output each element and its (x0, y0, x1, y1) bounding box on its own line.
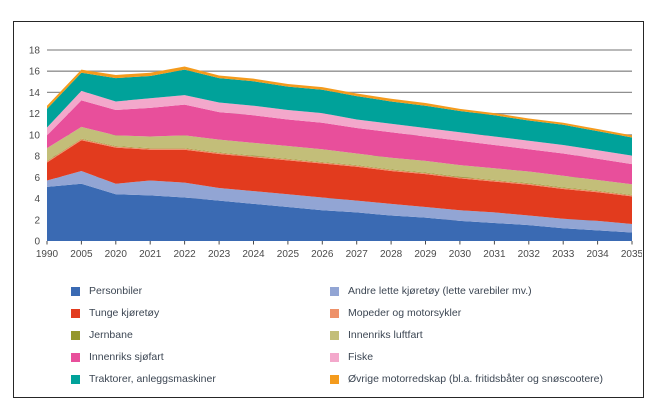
legend-label: Tunge kjøretøy (89, 306, 160, 319)
svg-text:2025: 2025 (277, 249, 300, 260)
stacked-area-chart: 0 2 4 6 8 10 12 14 16 18 1990 2005 2020 2021 2022 2023 2… (29, 46, 642, 261)
svg-text:2027: 2027 (346, 249, 369, 260)
svg-text:12: 12 (29, 109, 41, 120)
legend-swatch-icon (71, 286, 80, 296)
legend-swatch-icon (330, 308, 339, 318)
svg-text:6: 6 (34, 173, 40, 184)
legend-label: Jernbane (89, 328, 133, 341)
legend-swatch-icon (330, 352, 339, 362)
legend-column-left: Personbiler Tunge kjøretøy Jernbane Innenri… (71, 280, 330, 390)
svg-text:2021: 2021 (139, 249, 162, 260)
svg-text:2024: 2024 (242, 249, 265, 260)
svg-text:2020: 2020 (105, 249, 128, 260)
svg-text:10: 10 (29, 130, 41, 141)
svg-text:2023: 2023 (208, 249, 231, 260)
svg-text:2029: 2029 (414, 249, 437, 260)
legend-label: Traktorer, anleggsmaskiner (89, 372, 216, 385)
figure-frame: 0 2 4 6 8 10 12 14 16 18 1990 2005 2020 2021 2022 2023 2… (13, 21, 644, 398)
svg-text:2035: 2035 (621, 249, 642, 260)
legend-item: Innenriks luftfart (330, 324, 603, 346)
legend-item: Øvrige motorredskap (bl.a. fritidsbåter … (330, 368, 603, 390)
legend-column-right: Andre lette kjøretøy (lette varebiler mv… (330, 280, 603, 390)
legend-swatch-icon (330, 374, 339, 384)
svg-text:2028: 2028 (380, 249, 403, 260)
legend-label: Fiske (348, 350, 374, 363)
svg-text:18: 18 (29, 46, 41, 57)
legend-swatch-icon (71, 374, 80, 384)
legend-item: Innenriks sjøfart (71, 346, 330, 368)
legend-item: Fiske (330, 346, 603, 368)
svg-text:2005: 2005 (70, 249, 93, 260)
svg-text:14: 14 (29, 88, 41, 99)
legend-swatch-icon (71, 330, 80, 340)
svg-text:8: 8 (34, 152, 40, 163)
legend-item: Tunge kjøretøy (71, 302, 330, 324)
legend-swatch-icon (71, 352, 80, 362)
legend-label: Mopeder og motorsykler (348, 306, 462, 319)
legend-label: Personbiler (89, 284, 143, 297)
legend-item: Jernbane (71, 324, 330, 346)
svg-text:2032: 2032 (518, 249, 541, 260)
legend-label: Innenriks luftfart (348, 328, 423, 341)
legend-item: Personbiler (71, 280, 330, 302)
legend-swatch-icon (71, 308, 80, 318)
legend-swatch-icon (330, 330, 339, 340)
svg-text:2033: 2033 (552, 249, 575, 260)
legend-swatch-icon (330, 286, 339, 296)
legend-label: Andre lette kjøretøy (lette varebiler mv… (348, 284, 532, 297)
legend-item: Traktorer, anleggsmaskiner (71, 368, 330, 390)
legend-label: Innenriks sjøfart (89, 350, 164, 363)
legend-item: Andre lette kjøretøy (lette varebiler mv… (330, 280, 603, 302)
svg-text:2031: 2031 (483, 249, 506, 260)
svg-text:2: 2 (34, 215, 40, 226)
svg-text:2026: 2026 (311, 249, 334, 260)
chart-legend: Personbiler Tunge kjøretøy Jernbane Innenri… (14, 280, 643, 390)
legend-item: Mopeder og motorsykler (330, 302, 603, 324)
legend-label: Øvrige motorredskap (bl.a. fritidsbåter … (348, 372, 604, 385)
svg-text:16: 16 (29, 67, 41, 78)
svg-text:4: 4 (34, 194, 40, 205)
svg-text:2034: 2034 (586, 249, 609, 260)
svg-text:1990: 1990 (36, 249, 59, 260)
svg-text:2022: 2022 (173, 249, 196, 260)
svg-text:2030: 2030 (449, 249, 472, 260)
svg-text:0: 0 (34, 237, 40, 248)
